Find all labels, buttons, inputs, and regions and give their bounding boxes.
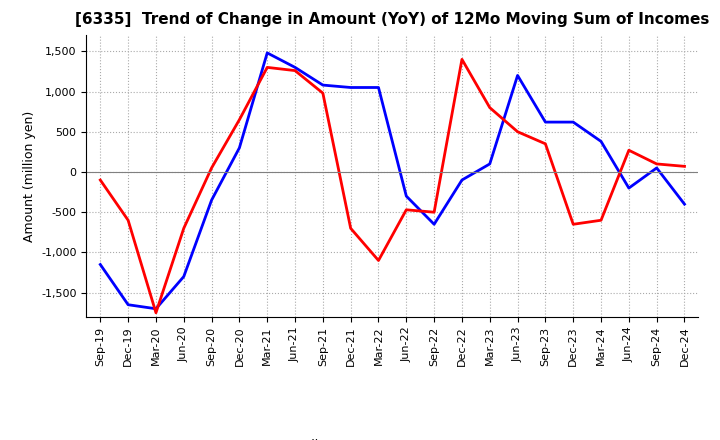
Line: Net Income: Net Income xyxy=(100,59,685,313)
Ordinary Income xyxy=(402,194,410,199)
Ordinary Income xyxy=(207,198,216,203)
Ordinary Income xyxy=(179,274,188,279)
Ordinary Income xyxy=(374,85,383,90)
Net Income xyxy=(513,129,522,134)
Ordinary Income xyxy=(346,85,355,90)
Y-axis label: Amount (million yen): Amount (million yen) xyxy=(22,110,35,242)
Net Income xyxy=(624,147,633,153)
Net Income xyxy=(263,65,271,70)
Net Income xyxy=(680,164,689,169)
Ordinary Income xyxy=(318,82,327,88)
Net Income xyxy=(569,222,577,227)
Ordinary Income xyxy=(624,185,633,191)
Ordinary Income xyxy=(235,145,243,150)
Ordinary Income xyxy=(430,222,438,227)
Net Income xyxy=(458,57,467,62)
Net Income xyxy=(374,258,383,263)
Net Income xyxy=(96,177,104,183)
Line: Ordinary Income: Ordinary Income xyxy=(100,53,685,309)
Ordinary Income xyxy=(485,161,494,167)
Ordinary Income xyxy=(96,262,104,267)
Ordinary Income xyxy=(263,50,271,55)
Net Income xyxy=(179,226,188,231)
Net Income xyxy=(124,218,132,223)
Net Income xyxy=(597,218,606,223)
Legend: Ordinary Income, Net Income: Ordinary Income, Net Income xyxy=(252,434,533,440)
Ordinary Income xyxy=(152,306,161,312)
Net Income xyxy=(207,165,216,171)
Net Income xyxy=(152,310,161,315)
Net Income xyxy=(541,141,550,147)
Net Income xyxy=(402,207,410,213)
Net Income xyxy=(430,209,438,215)
Ordinary Income xyxy=(458,177,467,183)
Title: [6335]  Trend of Change in Amount (YoY) of 12Mo Moving Sum of Incomes: [6335] Trend of Change in Amount (YoY) o… xyxy=(75,12,710,27)
Ordinary Income xyxy=(513,73,522,78)
Net Income xyxy=(485,105,494,110)
Net Income xyxy=(235,117,243,122)
Ordinary Income xyxy=(652,165,661,171)
Net Income xyxy=(652,161,661,167)
Net Income xyxy=(318,91,327,96)
Net Income xyxy=(346,226,355,231)
Ordinary Income xyxy=(124,302,132,308)
Ordinary Income xyxy=(541,119,550,125)
Net Income xyxy=(291,68,300,73)
Ordinary Income xyxy=(597,139,606,144)
Ordinary Income xyxy=(569,119,577,125)
Ordinary Income xyxy=(291,65,300,70)
Ordinary Income xyxy=(680,202,689,207)
